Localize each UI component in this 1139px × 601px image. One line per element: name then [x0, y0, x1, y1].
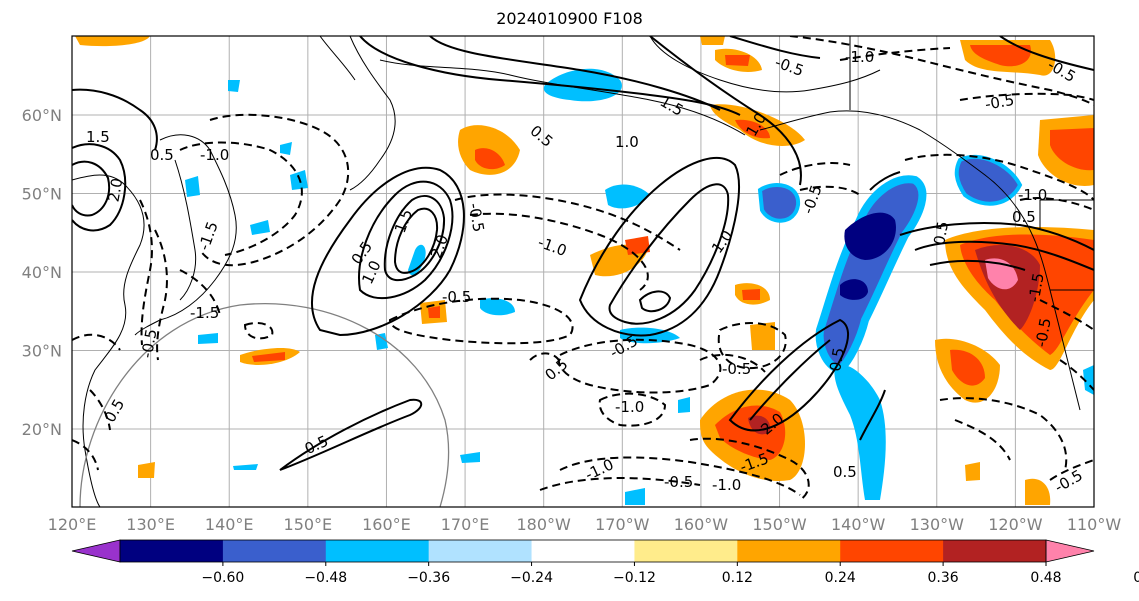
x-tick-label: 130°W	[910, 515, 965, 534]
x-tick-label: 120°W	[988, 515, 1043, 534]
contour-label: 0.5	[1012, 208, 1036, 226]
y-tick-label: 50°N	[22, 185, 62, 204]
contour-label: -0.5	[465, 202, 488, 234]
x-tick-label: 130°E	[126, 515, 175, 534]
y-axis-labels: 60°N 50°N 40°N 30°N 20°N	[22, 106, 62, 439]
positive-contours	[72, 36, 1094, 471]
x-tick-label: 110°W	[1067, 515, 1122, 534]
contour-label: -0.5	[138, 327, 161, 359]
x-tick-label: 150°E	[284, 515, 333, 534]
x-axis-labels: 120°E 130°E 140°E 150°E 160°E 170°E 180°W 170°W…	[48, 515, 1122, 534]
contour-label: -1.0	[1018, 186, 1047, 204]
colorbar-tick-label: −0.60	[201, 570, 244, 586]
colorbar-extend-min	[71, 539, 121, 563]
colorbar-extend-max	[1045, 539, 1095, 563]
contour-label: -1.5	[190, 304, 219, 322]
contour-label: -1.0	[200, 146, 229, 164]
y-tick-label: 20°N	[22, 420, 62, 439]
contour-label: 2.0	[104, 177, 126, 204]
contour-label: -1.0	[615, 398, 644, 416]
y-tick-label: 40°N	[22, 263, 62, 282]
contour-label: 0.5	[826, 346, 848, 373]
colorbar-segment	[737, 540, 841, 562]
colorbar-segment	[325, 540, 430, 562]
y-tick-label: 60°N	[22, 106, 62, 125]
x-tick-label: 160°W	[674, 515, 729, 534]
contour-label: 0.5	[833, 463, 857, 481]
colorbar-tick-label: −0.48	[304, 570, 347, 586]
map-title: 2024010900 F108	[496, 9, 643, 28]
colorbar-segment	[531, 540, 635, 562]
contour-label: -0.5	[442, 288, 471, 306]
colorbar-outline	[119, 539, 1047, 563]
contour-label: -0.5	[984, 91, 1016, 114]
colorbar-tick-label: 0.12	[722, 570, 753, 586]
colorbar-tick-label: 0.24	[825, 570, 856, 586]
colorbar-segment	[120, 540, 224, 562]
contour-label: -1.0	[845, 48, 874, 66]
colorbar-segment	[634, 540, 738, 562]
contour-label: 0.5	[930, 220, 952, 247]
x-tick-label: 170°E	[441, 515, 490, 534]
projection-circle	[79, 303, 450, 507]
x-tick-label: 170°W	[595, 515, 650, 534]
filled-anomalies	[75, 36, 1094, 505]
x-tick-label: 150°W	[752, 515, 807, 534]
x-tick-label: 120°E	[48, 515, 97, 534]
contour-label: -0.5	[722, 360, 751, 378]
colorbar-segment	[222, 540, 327, 562]
colorbar-tick-label: 0.48	[1030, 570, 1061, 586]
x-tick-label: 140°W	[831, 515, 886, 534]
contour-label: -0.5	[1032, 316, 1055, 348]
colorbar-segment	[943, 540, 1047, 562]
negative-contours	[72, 36, 1094, 501]
colorbar-tick-label: −0.12	[613, 570, 656, 586]
contour-label: 1.5	[86, 128, 110, 146]
y-tick-label: 30°N	[22, 342, 62, 361]
colorbar-tick-label: −0.24	[510, 570, 553, 586]
plot-frame	[71, 35, 1095, 508]
contour-label: -0.5	[664, 473, 693, 491]
colorbar-segment	[428, 540, 533, 562]
contour-label: 1.0	[615, 133, 639, 151]
contour-label: -1.0	[712, 476, 741, 494]
colorbar-tick-label: 0.36	[928, 570, 959, 586]
colorbar-tick-label: 0.60	[1133, 570, 1139, 586]
x-tick-label: 160°E	[362, 515, 411, 534]
x-tick-label: 180°W	[517, 515, 572, 534]
colorbar-tick-label: −0.36	[407, 570, 450, 586]
contour-label: 0.5	[150, 146, 174, 164]
x-tick-label: 140°E	[205, 515, 254, 534]
colorbar: −0.60 −0.48 −0.36 −0.24 −0.12 0.12 0.24 0.36 0.4…	[71, 539, 1139, 586]
colorbar-segment	[840, 540, 944, 562]
contour-label: -1.5	[1025, 271, 1048, 303]
